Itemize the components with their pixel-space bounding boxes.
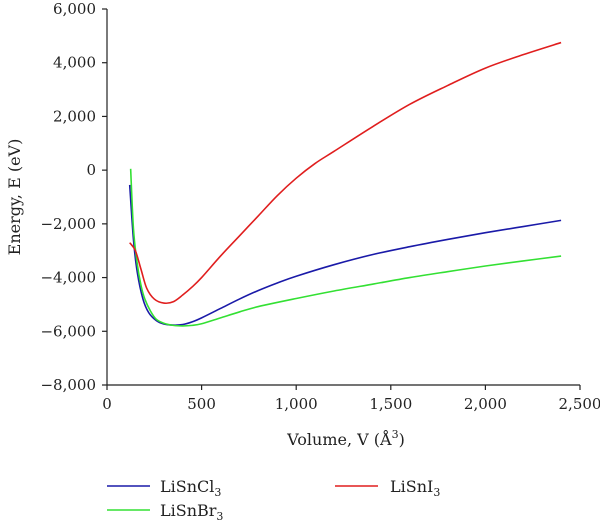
y-tick-label: −4,000 xyxy=(40,269,96,287)
legend-label-0: LiSnCl3 xyxy=(160,477,221,499)
axes xyxy=(106,9,580,386)
x-tick-label: 2,500 xyxy=(559,395,600,413)
series-line-0 xyxy=(128,184,562,326)
legend-item-2: LiSnI3 xyxy=(335,477,440,499)
y-tick-label: −6,000 xyxy=(40,322,96,340)
legend: LiSnCl3 LiSnBr3 LiSnI3 xyxy=(107,477,440,523)
y-tick-label: 0 xyxy=(86,161,96,179)
series-line-1 xyxy=(129,168,562,327)
series-line-2 xyxy=(129,41,562,305)
y-tick-label: −2,000 xyxy=(40,215,96,233)
legend-item-1: LiSnBr3 xyxy=(107,501,223,523)
x-tick-label: 500 xyxy=(187,395,216,413)
legend-label-2: LiSnI3 xyxy=(390,477,440,499)
y-tick-label: 2,000 xyxy=(53,107,96,125)
x-tick-label: 0 xyxy=(102,395,112,413)
legend-label-1: LiSnBr3 xyxy=(160,501,223,523)
y-tick-label: −8,000 xyxy=(40,376,96,394)
y-tick-label: 4,000 xyxy=(53,54,96,72)
y-tick-label: 6,000 xyxy=(53,0,96,18)
y-axis-label: Energy, E (eV) xyxy=(5,139,24,256)
x-axis-label: Volume, V (Å3) xyxy=(286,428,405,449)
x-ticks: 0 500 1,000 1,500 2,000 2,500 xyxy=(102,385,600,413)
x-tick-label: 2,000 xyxy=(464,395,507,413)
x-tick-label: 1,500 xyxy=(369,395,412,413)
y-ticks: −8,000 −6,000 −4,000 −2,000 0 2,000 4,000 6,000 xyxy=(40,0,107,394)
x-tick-label: 1,000 xyxy=(275,395,318,413)
legend-item-0: LiSnCl3 xyxy=(107,477,221,499)
series-layer xyxy=(128,41,562,327)
